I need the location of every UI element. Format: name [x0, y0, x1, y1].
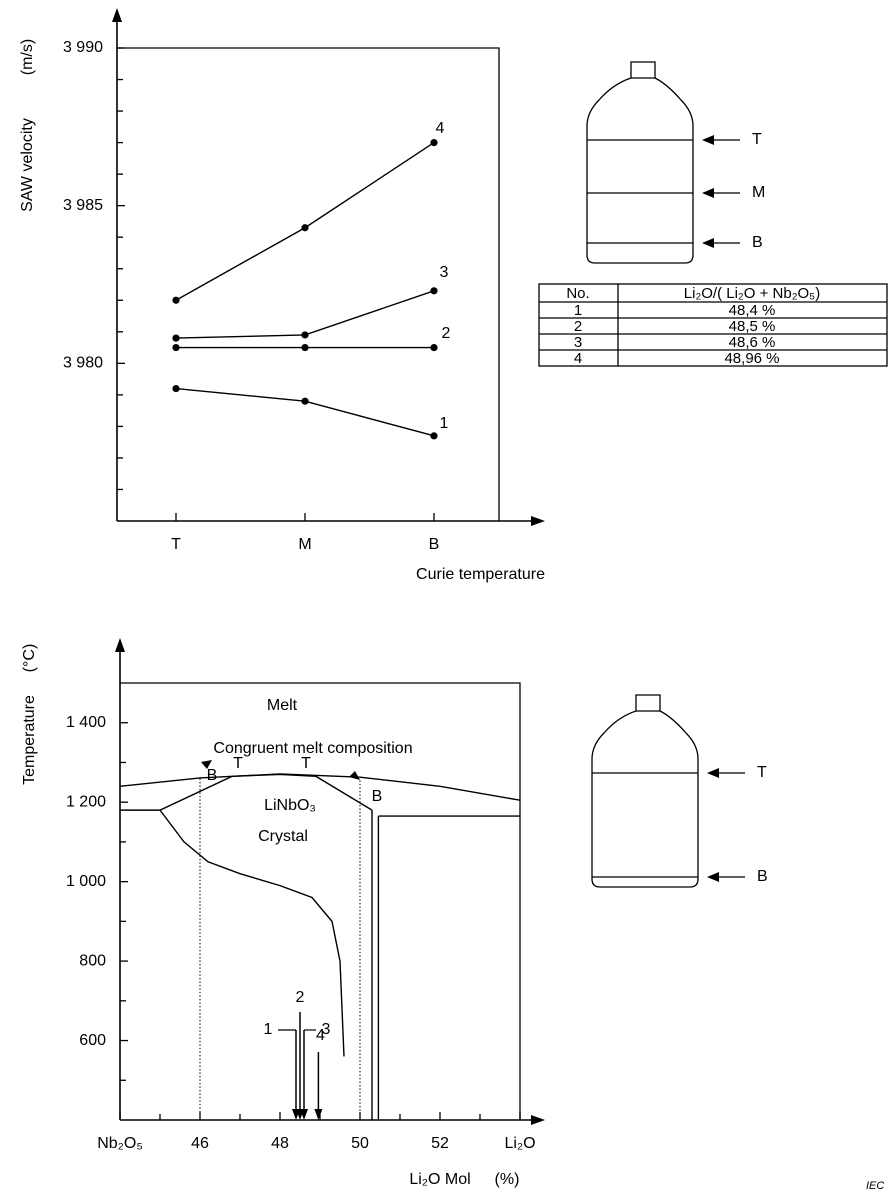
- y-axis-unit: (°C): [21, 644, 38, 673]
- phase-curve: [119, 773, 521, 801]
- table-cell: 48,96 %: [724, 350, 779, 367]
- table-cell: 48,6 %: [729, 334, 776, 351]
- data-point: [430, 139, 438, 147]
- y-tick-label: 1 200: [66, 793, 106, 810]
- table-cell: 2: [574, 318, 582, 335]
- bottle-diagram: T M B: [586, 61, 765, 264]
- data-point: [430, 432, 438, 440]
- y-tick-label: 600: [79, 1032, 106, 1049]
- bottle-label: T: [757, 764, 767, 781]
- arrow-head: [702, 238, 714, 248]
- y-tick-label: 1 400: [66, 714, 106, 731]
- x-tick-label: Nb₂O₅: [97, 1135, 143, 1152]
- arrow-head: [201, 760, 212, 769]
- y-tick-label: 3 985: [63, 197, 103, 214]
- x-tick-label: T: [171, 536, 181, 553]
- x-tick-label: Li₂O: [504, 1135, 535, 1152]
- marker-label: 4: [316, 1027, 325, 1044]
- series-line: [175, 290, 435, 339]
- data-point: [430, 343, 438, 352]
- table-cell: 48,5 %: [729, 318, 776, 335]
- data-point: [172, 343, 180, 352]
- y-axis-unit: (m/s): [19, 39, 36, 75]
- annotation: Congruent melt composition: [213, 740, 412, 757]
- data-point: [172, 384, 180, 393]
- table-cell: 3: [574, 334, 582, 351]
- x-tick-label: 48: [271, 1135, 289, 1152]
- x-tick-label: 50: [351, 1135, 369, 1152]
- table-header: No.: [566, 285, 589, 302]
- series-label: 3: [440, 264, 449, 281]
- annotation: T: [233, 755, 243, 772]
- x-axis-label: Curie temperature: [416, 566, 545, 583]
- upper-axes: [112, 8, 545, 526]
- x-axis-arrow: [531, 516, 545, 526]
- marker-label: 2: [296, 989, 305, 1006]
- y-axis-label: Temperature: [21, 695, 38, 785]
- lower-axes: [115, 638, 545, 1125]
- y-tick-label: 3 980: [63, 355, 103, 372]
- x-axis-arrow: [531, 1115, 545, 1125]
- y-tick-label: 800: [79, 952, 106, 969]
- y-axis-arrow: [115, 638, 125, 652]
- x-tick-label: 52: [431, 1135, 449, 1152]
- annotation: LiNbO₃: [264, 797, 316, 814]
- arrow-head: [300, 1109, 308, 1120]
- arrow-head: [707, 872, 719, 882]
- data-point: [172, 334, 180, 342]
- x-tick-label: M: [298, 536, 311, 553]
- table-cell: 1: [574, 302, 582, 319]
- plot-frame: [120, 682, 521, 1120]
- plot-frame: [117, 47, 500, 521]
- table-cell: 48,4 %: [729, 302, 776, 319]
- marker-label: 1: [264, 1021, 273, 1038]
- arrow-head: [707, 768, 719, 778]
- y-axis-arrow: [112, 8, 122, 22]
- x-axis-unit: (%): [495, 1171, 520, 1188]
- y-tick-label: 1 000: [66, 873, 106, 890]
- data-point: [172, 296, 180, 304]
- table-cell: 4: [574, 350, 582, 367]
- data-point: [301, 224, 309, 232]
- data-point: [301, 343, 309, 352]
- bottle-outline: [586, 61, 694, 264]
- table-header: Li₂O/( Li₂O + Nb₂O₅): [684, 285, 820, 302]
- bottle-label: M: [752, 184, 765, 201]
- bottle-diagram: T B: [591, 694, 768, 888]
- annotation: B: [207, 767, 218, 784]
- y-tick-label: 3 990: [63, 39, 103, 56]
- annotation: B: [372, 788, 383, 805]
- bottle-outline: [591, 694, 699, 888]
- phase-curve: [120, 773, 373, 811]
- bottle-label: B: [757, 868, 768, 885]
- bottle-label: T: [752, 131, 762, 148]
- series-line: [175, 142, 435, 301]
- phase-curve: [159, 809, 345, 1057]
- data-point: [301, 397, 309, 405]
- y-axis-label: SAW velocity: [19, 118, 36, 212]
- arrow-head: [702, 188, 714, 198]
- data-point: [301, 331, 309, 339]
- series-label: 4: [436, 120, 445, 137]
- x-tick-label: B: [429, 536, 440, 553]
- arrow-head: [314, 1109, 323, 1120]
- composition-table: No. Li₂O/( Li₂O + Nb₂O₅) 1 48,4 % 2 48,5…: [538, 283, 888, 367]
- table-border: [538, 283, 888, 367]
- annotation: Melt: [267, 697, 298, 714]
- bottle-label: B: [752, 234, 763, 251]
- arrow-head: [349, 771, 360, 780]
- x-axis-label: Li₂O Mol: [409, 1171, 470, 1188]
- series-label: 2: [442, 325, 451, 342]
- arrow-head: [702, 135, 714, 145]
- annotation: T: [301, 755, 311, 772]
- annotation: Crystal: [258, 828, 308, 845]
- data-point: [430, 287, 438, 295]
- marker-label: 3: [322, 1021, 331, 1038]
- x-tick-label: 46: [191, 1135, 209, 1152]
- series-line: [175, 387, 435, 437]
- series-label: 1: [440, 415, 449, 432]
- credit: IEC: [866, 1180, 884, 1192]
